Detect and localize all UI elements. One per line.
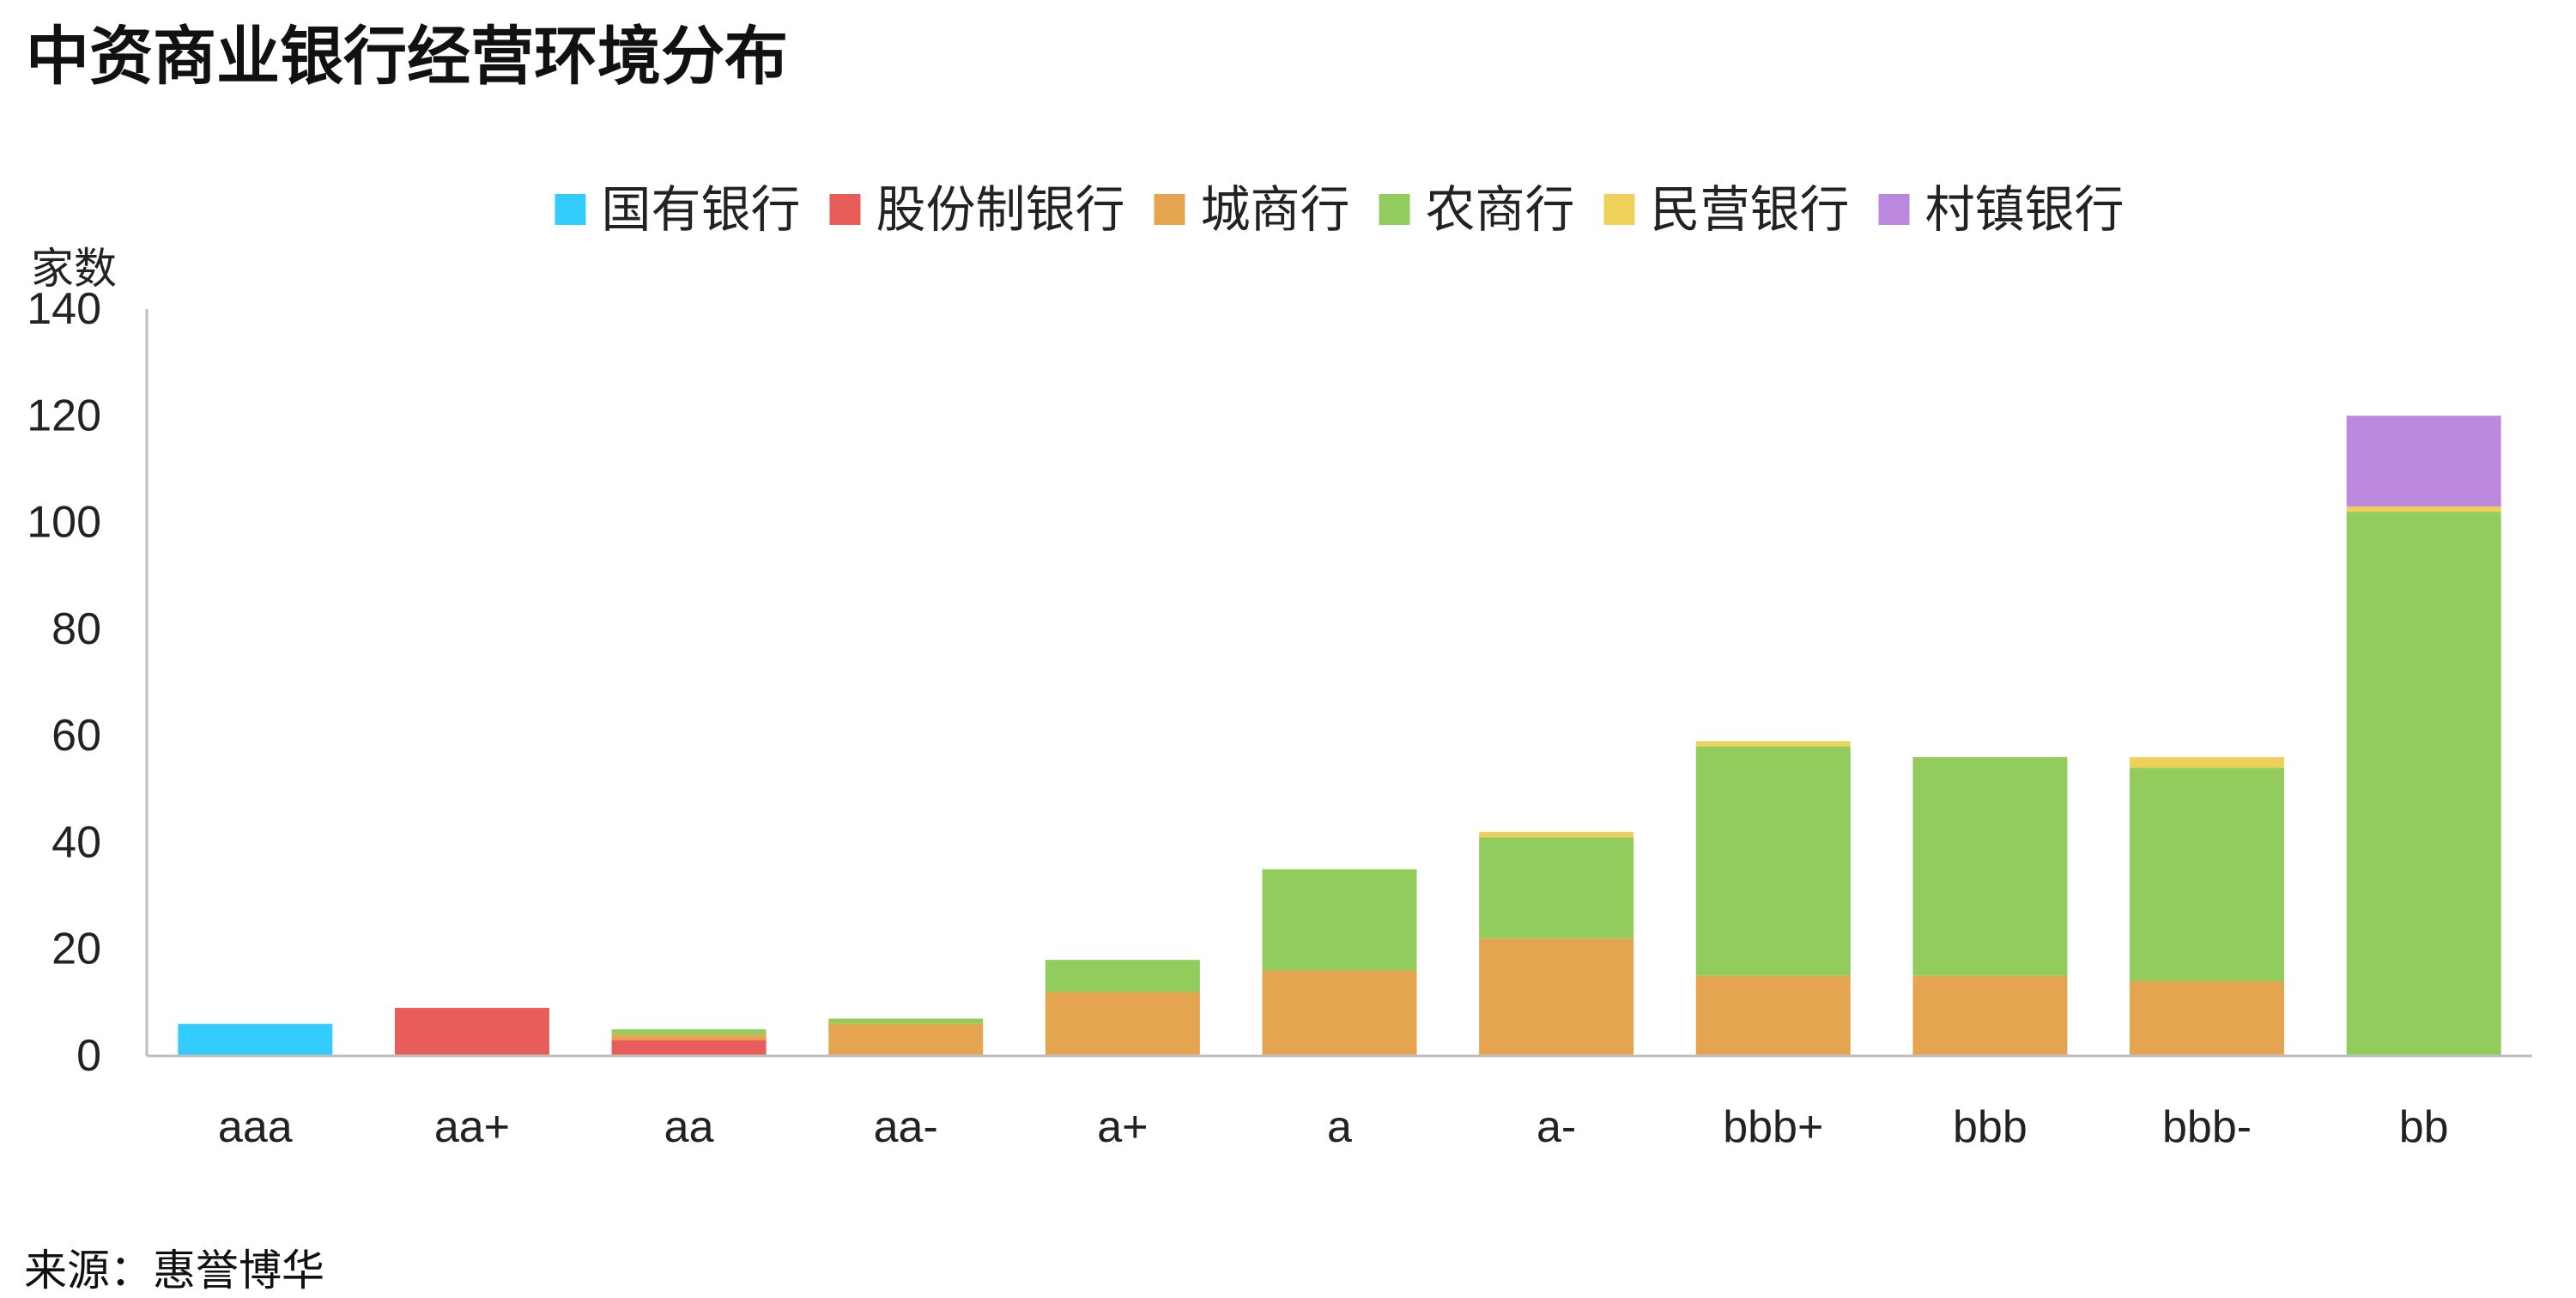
- bar-segment: [394, 1008, 549, 1056]
- bar-segment: [1479, 837, 1634, 939]
- bars: [178, 415, 2501, 1056]
- legend-label: 农商行: [1426, 180, 1575, 239]
- bar-segment: [611, 1034, 767, 1040]
- legend-swatch: [555, 194, 586, 225]
- legend-label: 国有银行: [601, 180, 800, 239]
- bar-segment: [611, 1028, 767, 1035]
- x-tick-label: aa-: [874, 1102, 938, 1152]
- bar-segment: [1695, 741, 1851, 747]
- y-tick-label: 40: [52, 817, 101, 867]
- bar-segment: [611, 1040, 767, 1056]
- legend-label: 股份制银行: [876, 180, 1124, 239]
- y-tick-label: 120: [27, 391, 101, 440]
- y-axis-label: 家数: [31, 244, 117, 294]
- x-tick-label: aa: [664, 1102, 714, 1152]
- bar-segment: [2346, 506, 2501, 513]
- legend-swatch: [1154, 194, 1185, 225]
- bar-segment: [1045, 960, 1200, 992]
- legend-item: 国有银行: [555, 180, 800, 239]
- bar-segment: [1912, 975, 2068, 1056]
- y-tick-label: 100: [27, 498, 101, 548]
- source-note: 来源：惠誉博华: [24, 1246, 324, 1295]
- bar-segment: [1045, 992, 1200, 1056]
- x-tick-label: bb: [2399, 1102, 2449, 1152]
- y-axis-ticks: 0 20 40 60 80 100 120 140: [27, 284, 101, 1081]
- x-tick-label: aa+: [434, 1102, 510, 1152]
- x-tick-label: a+: [1097, 1102, 1148, 1152]
- bar-segment: [1262, 970, 1417, 1056]
- x-axis-labels: aaa aa+ aa aa-a+ a a-bbb+ bbb bbb-bb: [218, 1102, 2449, 1152]
- legend-item: 城商行: [1154, 180, 1350, 239]
- legend-swatch: [829, 194, 861, 225]
- legend: 国有银行 股份制银行 城商行 农商行 民营银行 村镇银行: [555, 180, 2124, 239]
- chart-title: 中资商业银行经营环境分布: [26, 20, 788, 94]
- legend-item: 民营银行: [1603, 180, 1850, 239]
- bar-segment: [2346, 512, 2501, 1056]
- bar-segment: [2130, 981, 2285, 1056]
- bar-segment: [2130, 767, 2285, 981]
- bar-segment: [1262, 869, 1417, 971]
- legend-item: 村镇银行: [1878, 180, 2124, 239]
- bar-segment: [2130, 757, 2285, 768]
- bar-segment: [1479, 832, 1634, 838]
- legend-swatch: [1878, 194, 1910, 225]
- y-tick-label: 60: [52, 711, 101, 761]
- x-tick-label: bbb+: [1723, 1102, 1823, 1152]
- legend-swatch: [1603, 194, 1635, 225]
- bar-segment: [178, 1023, 333, 1056]
- bar-segment: [1695, 975, 1851, 1056]
- legend-label: 城商行: [1200, 180, 1349, 239]
- bar-segment: [2346, 415, 2501, 506]
- y-tick-label: 80: [52, 604, 101, 654]
- y-tick-label: 20: [52, 925, 101, 974]
- legend-item: 股份制银行: [829, 180, 1124, 239]
- legend-item: 农商行: [1379, 180, 1575, 239]
- bar-segment: [828, 1018, 984, 1024]
- legend-label: 民营银行: [1651, 180, 1850, 239]
- bar-segment: [1695, 746, 1851, 976]
- x-tick-label: aaa: [218, 1102, 293, 1152]
- legend-label: 村镇银行: [1925, 180, 2124, 239]
- y-tick-label: 140: [27, 284, 101, 334]
- x-tick-label: bbb: [1953, 1102, 2027, 1152]
- legend-swatch: [1379, 194, 1410, 225]
- x-tick-label: bbb-: [2162, 1102, 2252, 1152]
- y-tick-label: 0: [76, 1031, 101, 1081]
- x-tick-label: a-: [1537, 1102, 1576, 1152]
- x-tick-label: a: [1327, 1102, 1352, 1152]
- bar-segment: [828, 1023, 984, 1056]
- bar-segment: [1912, 757, 2068, 976]
- bar-segment: [1479, 938, 1634, 1056]
